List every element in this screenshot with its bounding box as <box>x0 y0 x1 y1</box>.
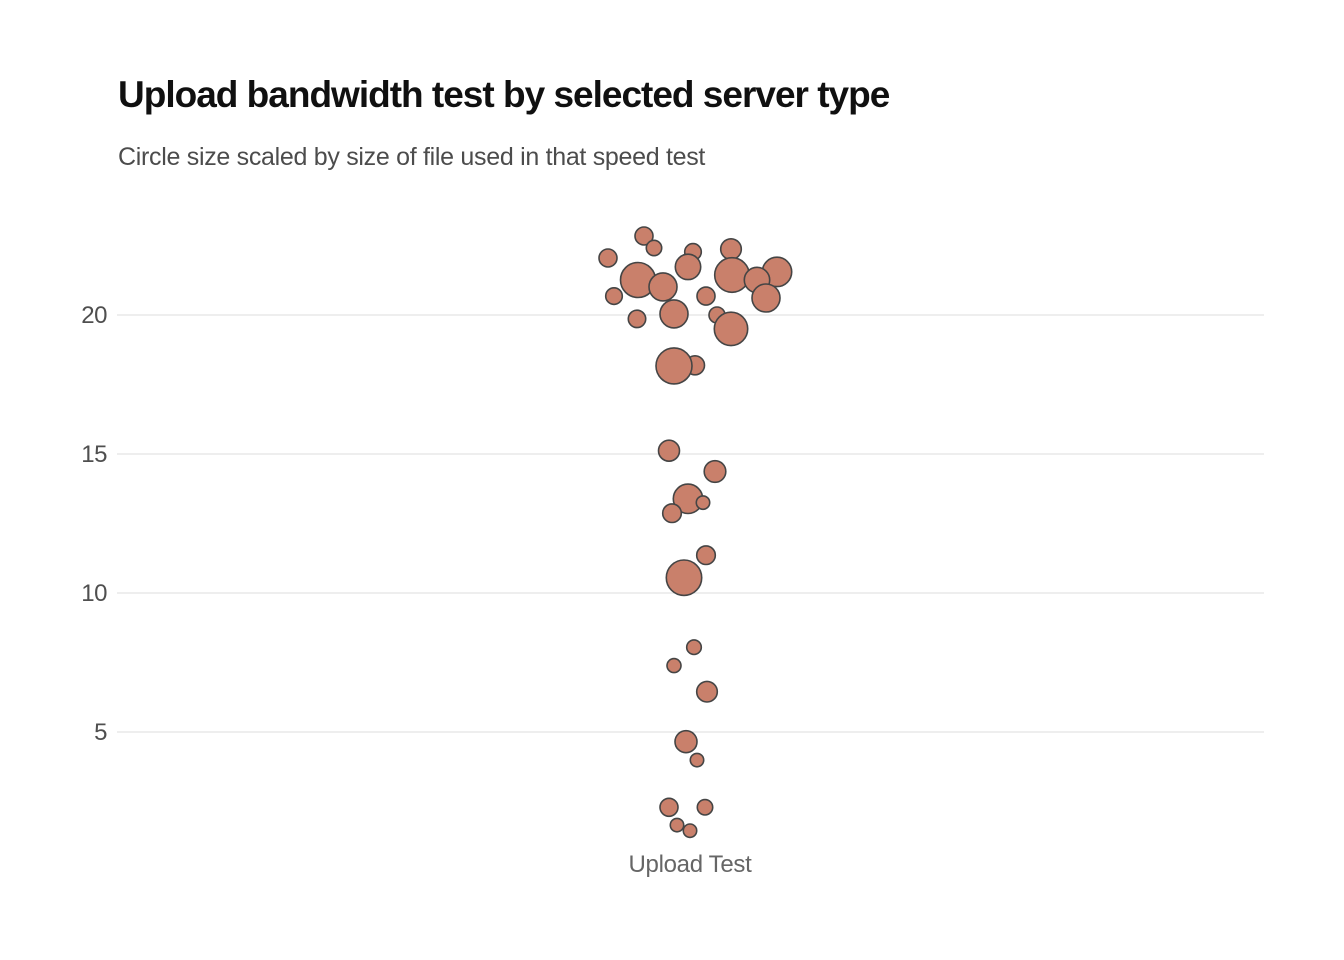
bubble-point[interactable] <box>695 680 719 703</box>
y-tick-label-20: 20 <box>81 302 107 329</box>
bubbles <box>598 226 793 839</box>
bubble-point[interactable] <box>665 559 703 597</box>
bubble-point[interactable] <box>685 639 703 656</box>
bubble-point[interactable] <box>655 347 693 385</box>
y-tick-label-5: 5 <box>94 719 107 746</box>
bubble-point[interactable] <box>645 239 663 257</box>
bubble-point[interactable] <box>689 752 705 768</box>
y-tick-labels: 20 15 10 5 <box>81 302 107 746</box>
bubble-point[interactable] <box>713 311 749 347</box>
bubble-point[interactable] <box>648 272 678 302</box>
y-tick-label-15: 15 <box>81 441 107 468</box>
x-axis-category-label: Upload Test <box>628 851 752 878</box>
bubble-point[interactable] <box>674 253 702 281</box>
bubble-point[interactable] <box>666 657 682 674</box>
bubble-point[interactable] <box>659 299 689 329</box>
bubble-point[interactable] <box>696 798 714 816</box>
bubble-point[interactable] <box>661 503 683 524</box>
bubble-point[interactable] <box>695 545 717 566</box>
gridlines <box>117 314 1264 733</box>
bubble-point[interactable] <box>719 238 743 261</box>
chart-title: Upload bandwidth test by selected server… <box>118 74 890 115</box>
bubble-point[interactable] <box>657 439 681 463</box>
bubble-point[interactable] <box>598 248 618 268</box>
y-tick-label-10: 10 <box>81 580 107 607</box>
bubble-point[interactable] <box>703 459 727 484</box>
bubble-point[interactable] <box>674 729 698 754</box>
bubble-point[interactable] <box>634 226 654 246</box>
bubble-point[interactable] <box>659 797 679 818</box>
chart-subtitle: Circle size scaled by size of file used … <box>118 142 706 171</box>
bubble-point[interactable] <box>696 286 716 306</box>
bubble-point[interactable] <box>627 309 647 329</box>
bubble-point[interactable] <box>713 256 751 294</box>
bubble-point[interactable] <box>751 283 781 313</box>
bubble-point[interactable] <box>682 823 698 839</box>
bubble-point[interactable] <box>669 817 685 833</box>
chart-header: Upload bandwidth test by selected server… <box>118 74 890 172</box>
bubble-point[interactable] <box>604 287 624 306</box>
bubble-point[interactable] <box>695 495 711 511</box>
